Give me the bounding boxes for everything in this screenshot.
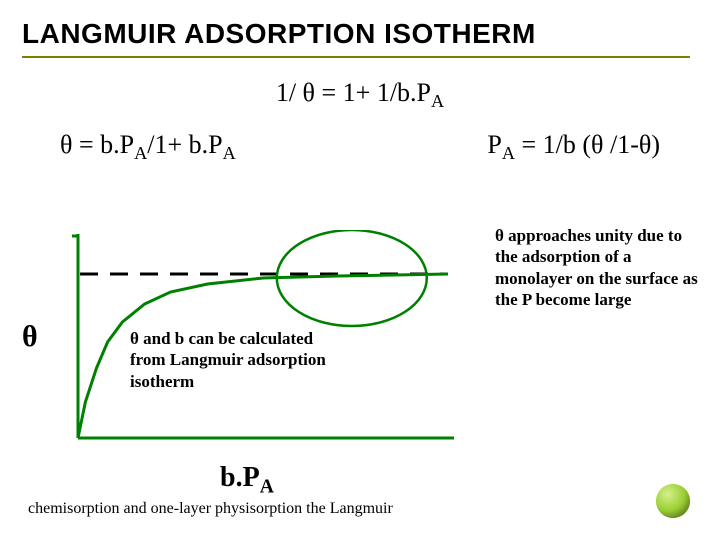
x-label-pre: b.P [220,462,260,493]
eq-right-pre: P [487,130,501,159]
eq-left-sub2: A [223,143,236,163]
eq-right-post: = 1/b (θ /1-θ) [515,130,660,159]
page-title: LANGMUIR ADSORPTION ISOTHERM [0,0,720,56]
equation-right: PA = 1/b (θ /1-θ) [487,130,660,164]
eq-right-sub: A [502,143,515,163]
eq-left-pre: θ = b.P [60,130,134,159]
equation-center: 1/ θ = 1+ 1/b.PA [0,78,720,112]
eq-center-text: 1/ θ = 1+ 1/b.P [276,78,431,107]
x-label-sub: A [260,477,274,498]
title-underline [22,56,690,58]
bottom-caption: chemisorption and one-layer physisorptio… [28,500,393,518]
right-annotation: θ approaches unity due to the adsorption… [495,225,700,310]
eq-left-sub1: A [134,143,147,163]
curve-annotation: θ and b can be calculated from Langmuir … [130,328,350,392]
corner-ball-icon [654,482,692,520]
equation-row: θ = b.PA/1+ b.PA PA = 1/b (θ /1-θ) [0,130,720,164]
x-axis-label: b.PA [220,462,274,499]
eq-left-mid: /1+ b.P [147,130,222,159]
equation-left: θ = b.PA/1+ b.PA [60,130,236,164]
y-axis-label: θ [22,320,38,354]
eq-center-sub: A [431,91,444,111]
